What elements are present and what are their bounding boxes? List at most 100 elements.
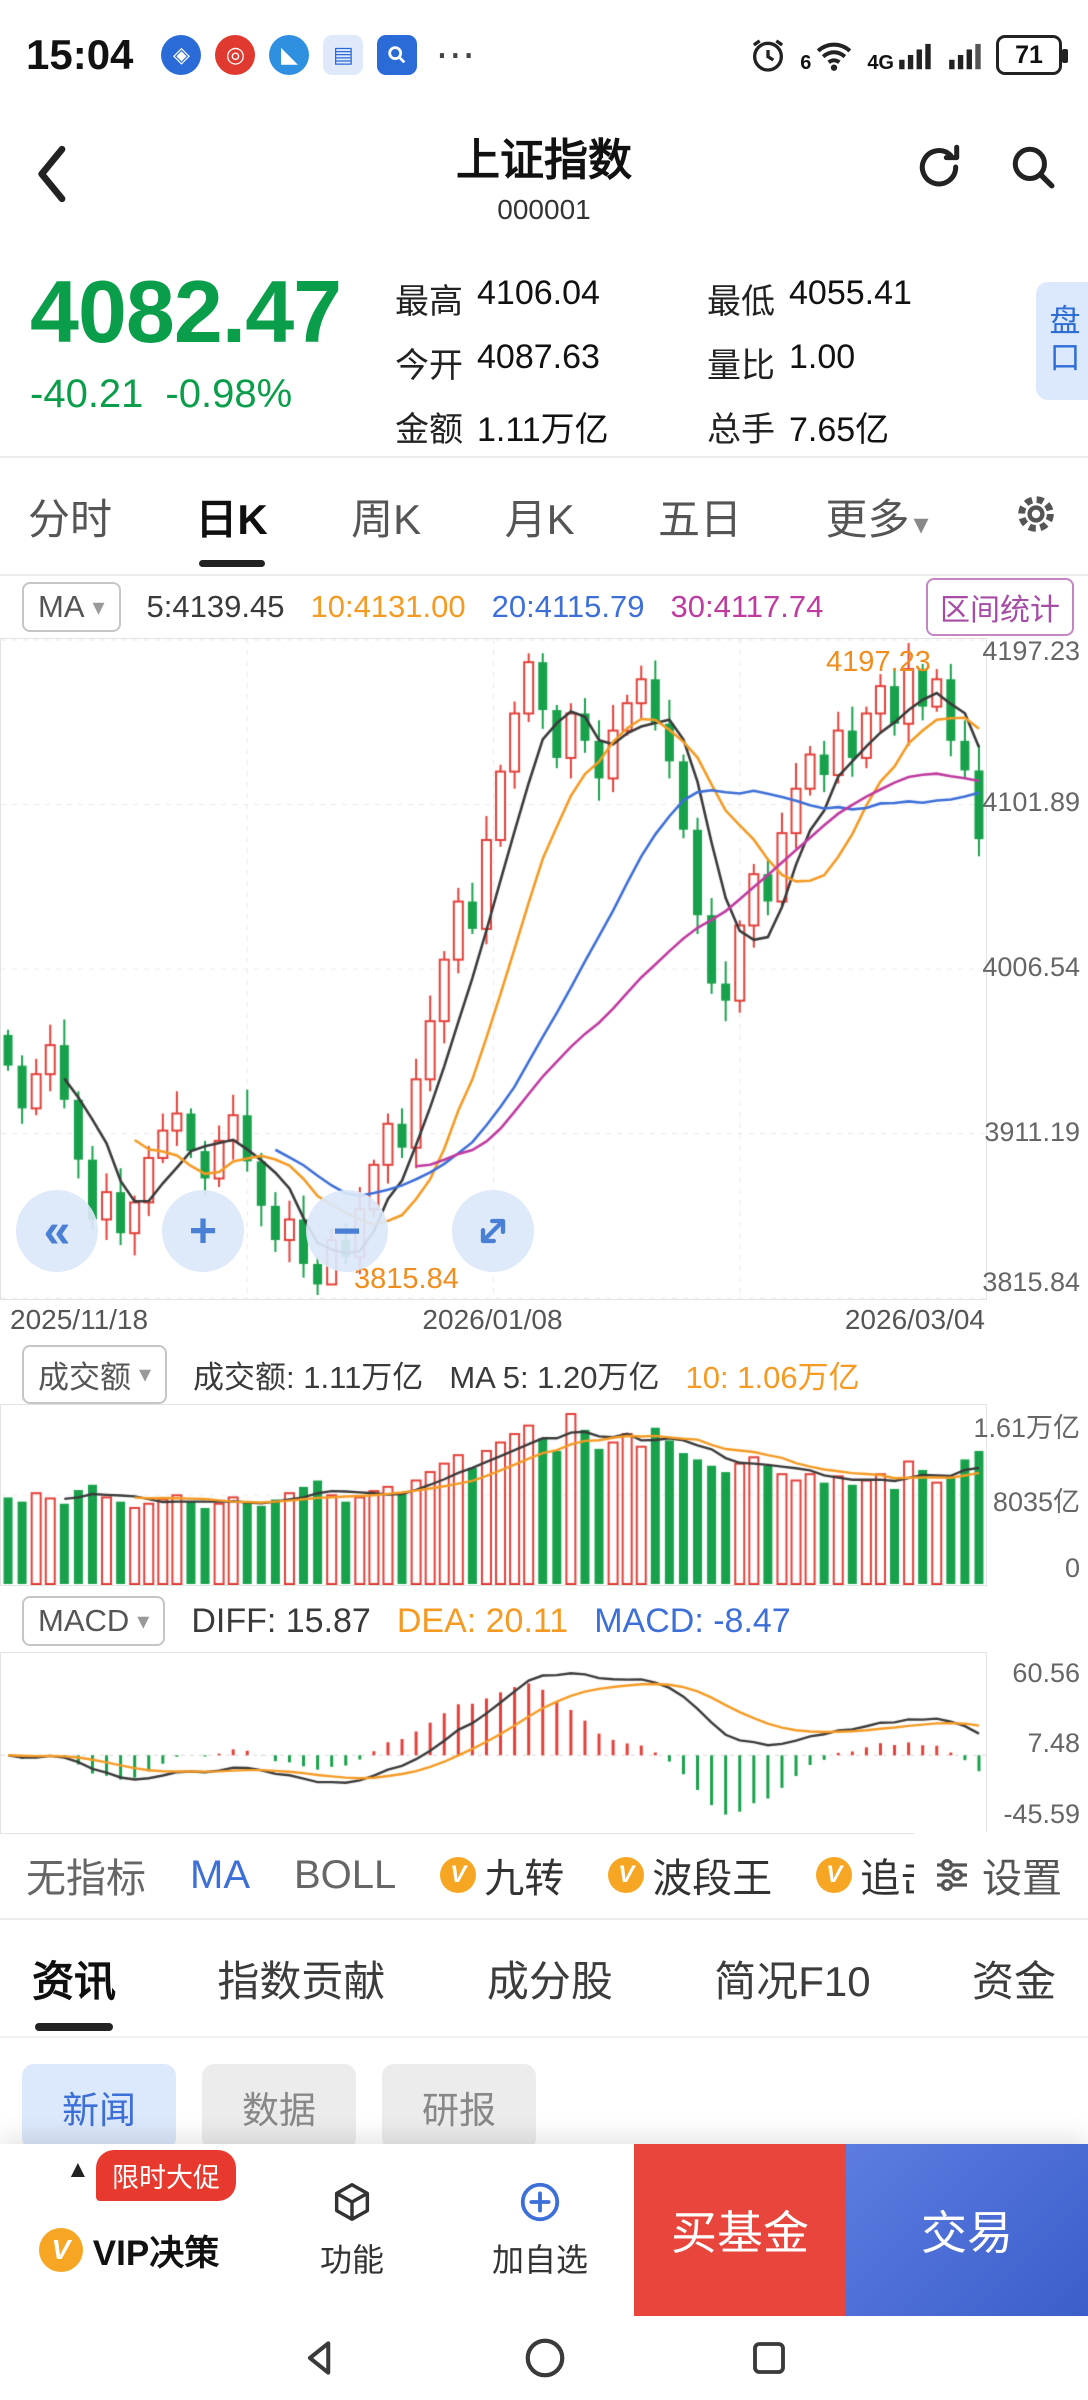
indicator-none[interactable]: 无指标 — [26, 1857, 146, 1901]
android-nav-bar — [0, 2316, 1088, 2400]
news-sub-tabs: 新闻 数据 研报 — [0, 2038, 1088, 2150]
trade-button[interactable]: 交易 — [846, 2144, 1088, 2316]
quote-panel: 4082.47 -40.21 -0.98% 最高 4106.04 最低 4055.4… — [0, 240, 1088, 458]
volume-indicator-selector[interactable]: 成交额 ▾ — [22, 1344, 168, 1404]
indicator-label: 九转 — [484, 1857, 565, 1901]
back-button[interactable] — [26, 134, 80, 219]
low-annotation: 3815.84 — [354, 1263, 459, 1295]
zoom-out-button[interactable]: − — [306, 1190, 388, 1272]
stat-value: 1.11万亿 — [477, 410, 609, 449]
tab-constituents[interactable]: 成分股 — [486, 1957, 613, 2005]
functions-button[interactable]: 功能 — [258, 2144, 446, 2316]
y-axis-label: 0 — [1064, 1553, 1080, 1583]
tab-five-day[interactable]: 五日 — [658, 495, 743, 543]
y-axis-label: -45.59 — [1003, 1799, 1080, 1829]
wifi-icon: 6 — [800, 35, 855, 75]
add-watchlist-label: 加自选 — [491, 2242, 588, 2278]
tab-profile-f10[interactable]: 简况F10 — [714, 1957, 871, 2005]
indicator-ma[interactable]: MA — [190, 1852, 250, 1897]
vip-badge-icon: V — [608, 1857, 645, 1893]
macd-indicator-selector[interactable]: MACD ▾ — [22, 1596, 166, 1646]
macd-value: MACD: -8.47 — [594, 1601, 791, 1640]
tab-daily-k[interactable]: 日K — [195, 486, 267, 547]
macd-chart[interactable]: 60.56 7.48 -45.59 — [0, 1652, 1088, 1834]
chevron-down-icon: ▾ — [137, 1607, 150, 1635]
bottom-action-bar: ▲ 限时大促 V VIP决策 功能 加自选 买基金 交易 — [0, 2144, 1088, 2316]
vip-decision-button[interactable]: ▲ 限时大促 V VIP决策 — [0, 2144, 258, 2316]
macd-diff-value: DIFF: 15.87 — [191, 1601, 371, 1640]
indicator-settings-button[interactable]: 设置 — [914, 1832, 1088, 1918]
candlestick-canvas[interactable] — [0, 638, 987, 1300]
tab-index-contribution[interactable]: 指数贡献 — [217, 1957, 386, 2005]
page-title: 上证指数 — [456, 136, 632, 185]
battery-percent: 71 — [1015, 40, 1043, 69]
x-axis-label: 2025/11/18 — [10, 1304, 149, 1335]
quote-stats: 最高 4106.04 最低 4055.41 今开 4087.63 量比 1.00 金额 1… — [395, 266, 1007, 456]
notification-app-icon: ▤ — [323, 35, 364, 75]
ma30-value: 30:4117.74 — [670, 589, 824, 624]
y-axis-label: 4006.54 — [982, 952, 1080, 982]
indicator-label: 波段王 — [652, 1857, 773, 1901]
indicator-boll[interactable]: BOLL — [294, 1852, 397, 1897]
indicator-band-king[interactable]: V 波段王 — [608, 1846, 772, 1904]
price-change: -40.21 — [30, 372, 144, 417]
tab-more[interactable]: 更多 ▾ — [825, 486, 928, 547]
status-bar: 15:04 ◈ ◎ ◣ ▤ ⋯ 6 4G 71 — [0, 0, 1088, 110]
promo-triangle-icon: ▲ — [66, 2156, 90, 2183]
tab-funds[interactable]: 资金 — [971, 1957, 1056, 2005]
y-axis-label: 4101.89 — [982, 787, 1080, 817]
volume-amount: 成交额: 1.11万亿 — [193, 1359, 424, 1395]
tab-news-feed[interactable]: 资讯 — [32, 1948, 116, 2009]
tab-monthly-k[interactable]: 月K — [504, 495, 575, 543]
date-axis: 2025/11/18 2026/01/08 2026/03/04 — [0, 1298, 985, 1344]
nav-home-icon[interactable] — [522, 2335, 568, 2381]
chip-data[interactable]: 数据 — [202, 2064, 356, 2150]
search-glyph-icon — [388, 46, 406, 64]
notification-app-icon: ◣ — [269, 35, 310, 75]
y-axis-label: 8035亿 — [992, 1487, 1080, 1517]
volume-ma10: 10: 1.06万亿 — [685, 1359, 860, 1395]
current-price: 4082.47 — [30, 262, 342, 361]
tab-weekly-k[interactable]: 周K — [351, 495, 422, 543]
refresh-button[interactable] — [914, 142, 964, 197]
tab-more-label: 更多 — [825, 495, 910, 543]
collapse-left-button[interactable]: « — [16, 1190, 98, 1272]
chevron-down-icon: ▾ — [139, 1360, 152, 1388]
y-axis-label: 4197.23 — [982, 636, 1080, 666]
ma-info-row: MA ▾ 5:4139.45 10:4131.00 20:4115.79 30:4… — [0, 576, 1088, 638]
vip-badge-icon: V — [816, 1857, 853, 1893]
y-axis-label: 3911.19 — [984, 1117, 1080, 1147]
range-statistics-button[interactable]: 区间统计 — [926, 578, 1074, 636]
chart-settings-gear-icon[interactable] — [1012, 490, 1060, 543]
notification-app-icon — [377, 35, 418, 75]
indicator-switch-bar: 无指标 MA BOLL V 九转 V 波段王 V 追击 设置 — [0, 1832, 1088, 1920]
candlestick-chart[interactable]: 4197.23 4101.89 4006.54 3911.19 3815.84 … — [0, 636, 1088, 1300]
nav-recents-icon[interactable] — [748, 2337, 790, 2379]
nav-back-icon[interactable] — [298, 2336, 342, 2380]
macd-canvas[interactable] — [0, 1652, 987, 1834]
signal-bars-icon — [949, 43, 981, 70]
buy-fund-button[interactable]: 买基金 — [634, 2144, 846, 2316]
chip-news[interactable]: 新闻 — [22, 2064, 176, 2150]
add-watchlist-button[interactable]: 加自选 — [446, 2144, 634, 2316]
content-tab-bar: 资讯 指数贡献 成分股 简况F10 资金 — [0, 1920, 1088, 2038]
ma-indicator-selector[interactable]: MA ▾ — [22, 582, 121, 632]
zoom-in-button[interactable]: + — [162, 1190, 244, 1272]
indicator-nine-turn[interactable]: V 九转 — [440, 1846, 564, 1904]
stat-label: 最高 — [395, 282, 463, 321]
clock-text: 15:04 — [26, 31, 134, 78]
battery-icon: 71 — [996, 35, 1068, 75]
price-change-percent: -0.98% — [165, 372, 293, 417]
ma5-value: 5:4139.45 — [146, 589, 285, 624]
tab-minute-chart[interactable]: 分时 — [28, 495, 113, 543]
order-book-tab[interactable]: 盘口 — [1036, 282, 1088, 400]
chip-research[interactable]: 研报 — [382, 2064, 536, 2150]
volume-chart[interactable]: 1.61万亿 8035亿 0 — [0, 1404, 1088, 1586]
stat-label: 总手 — [707, 410, 775, 449]
expand-fullscreen-button[interactable] — [452, 1190, 534, 1272]
search-button[interactable] — [1008, 142, 1058, 197]
volume-canvas[interactable] — [0, 1404, 987, 1586]
stat-value: 7.65亿 — [789, 410, 890, 449]
ma20-value: 20:4115.79 — [491, 589, 645, 624]
